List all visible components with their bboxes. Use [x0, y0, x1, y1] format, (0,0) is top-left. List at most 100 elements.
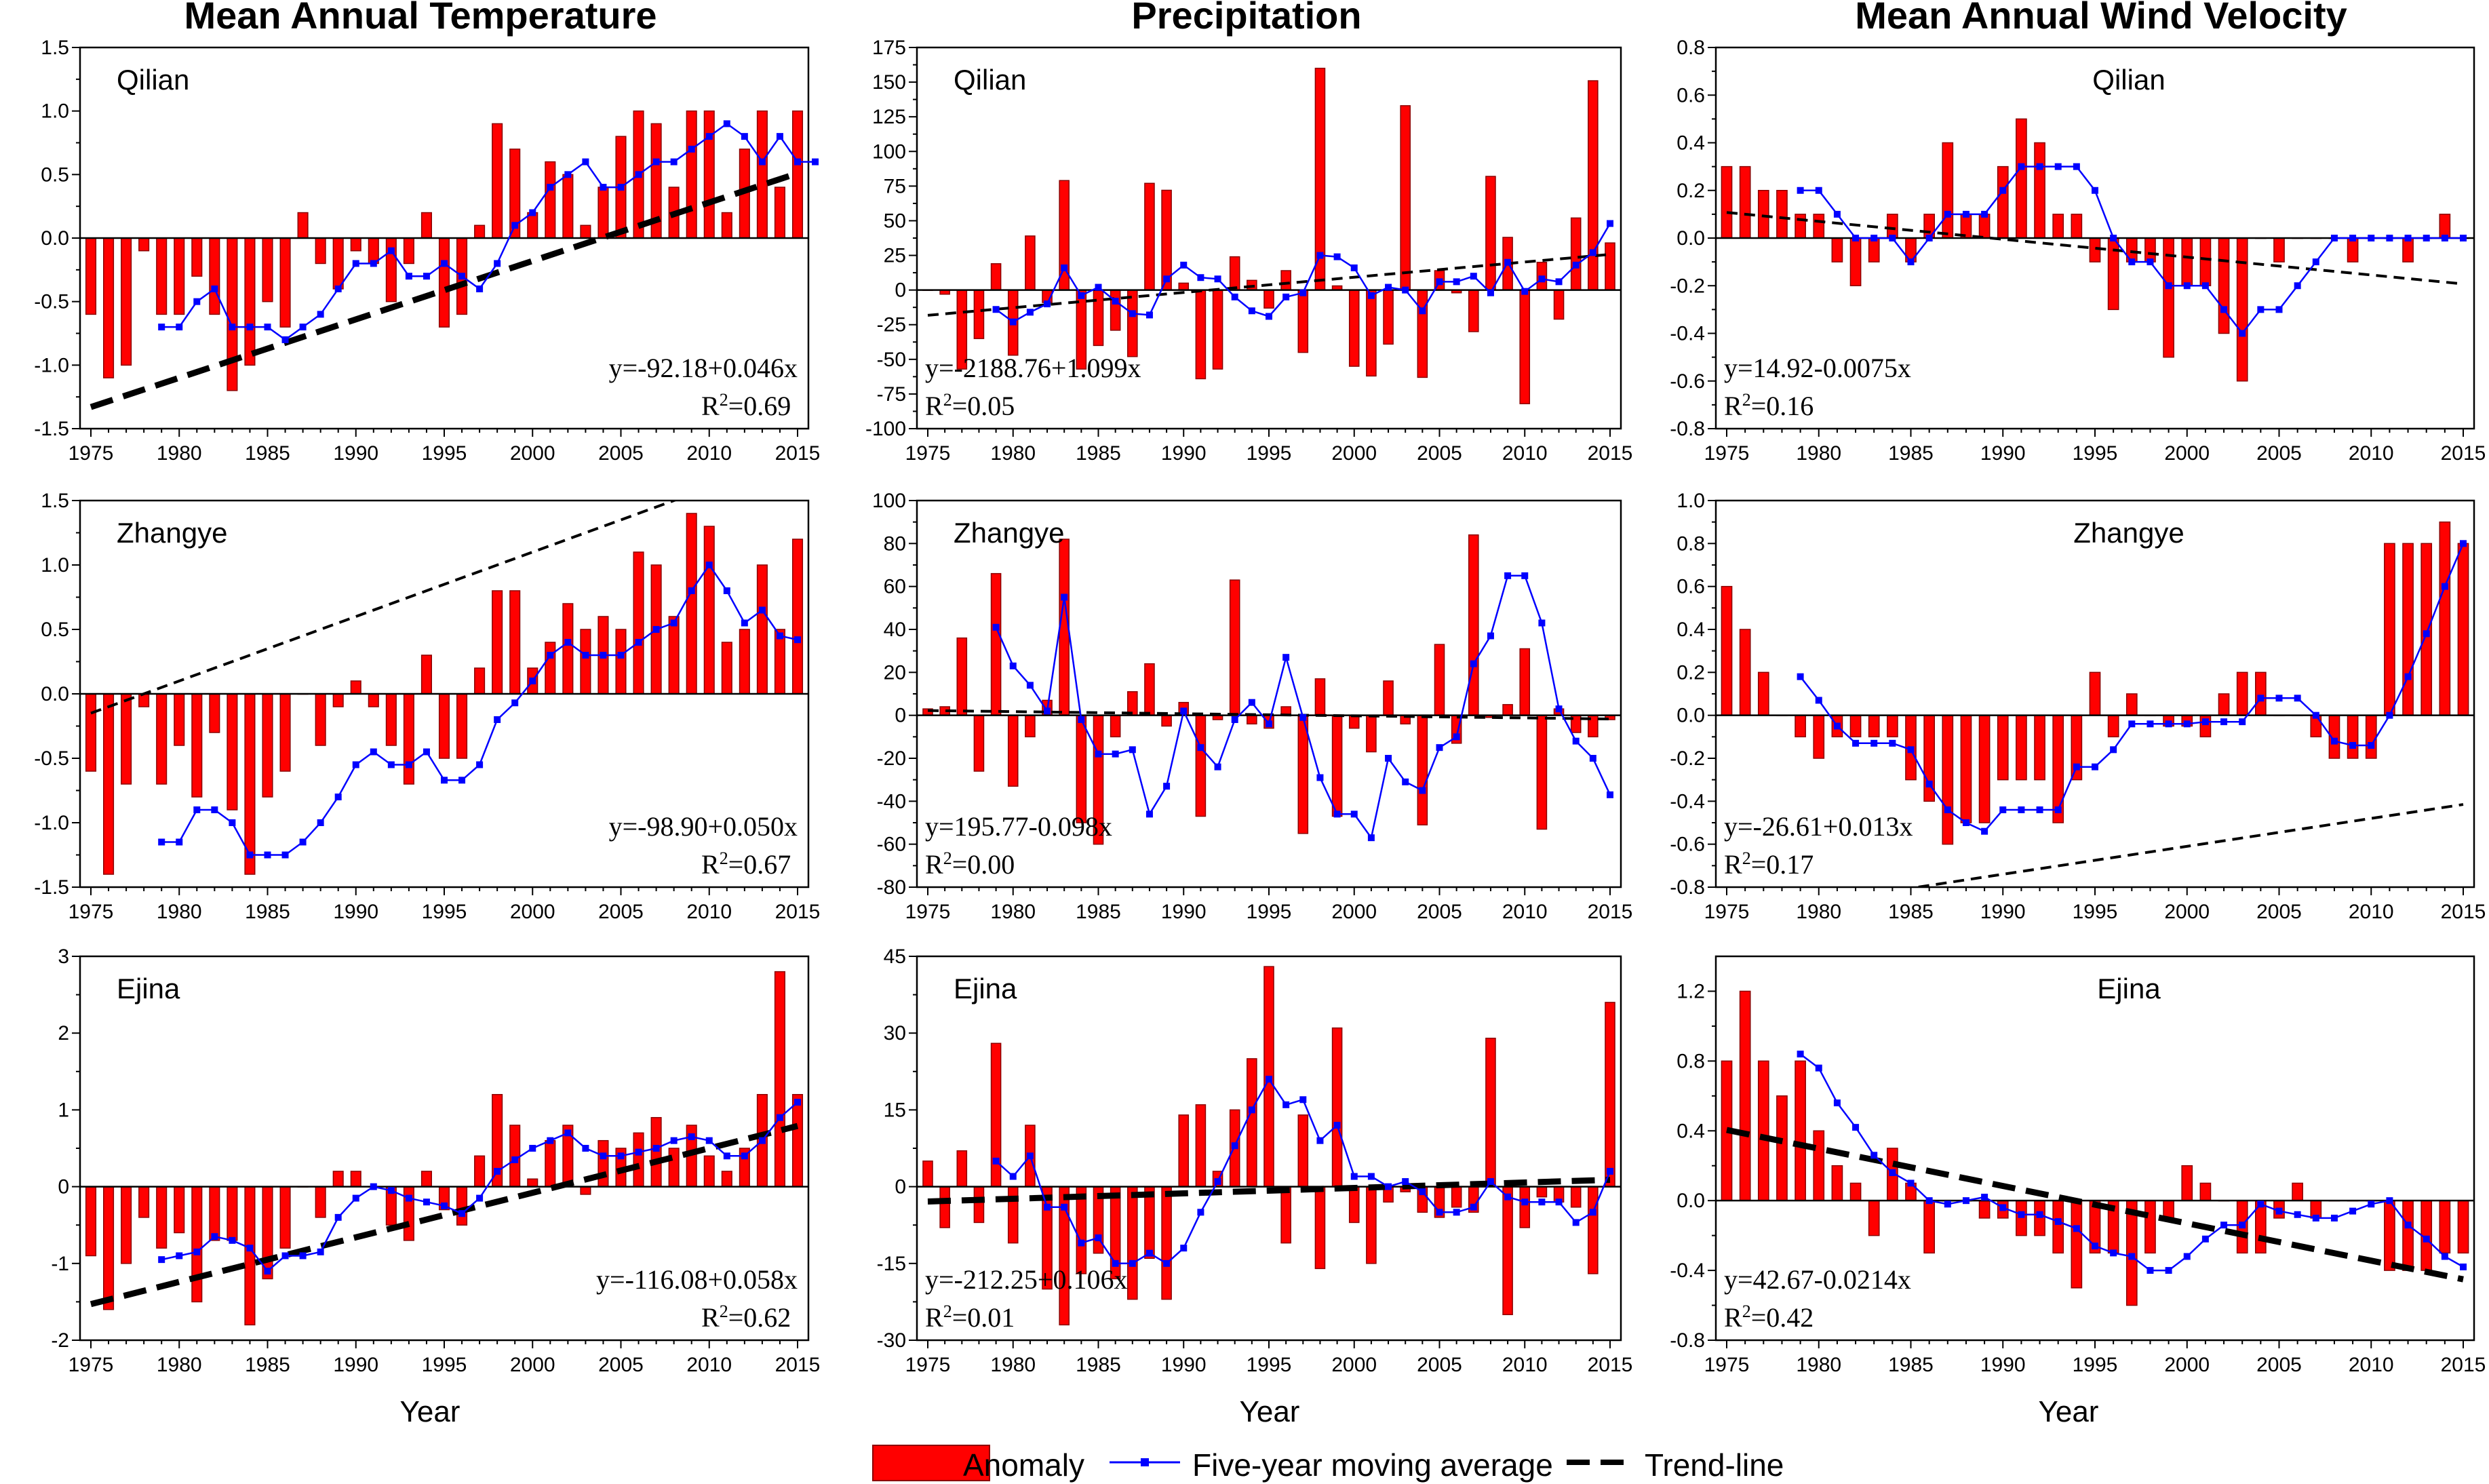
ma-point-1984 [1078, 1239, 1085, 1247]
ma-point-2003 [1402, 778, 1409, 785]
ma-point-2002 [1385, 755, 1392, 762]
ma-point-1979 [158, 838, 165, 846]
ma-point-2006 [1453, 278, 1460, 286]
y-tick-label: -100 [865, 418, 906, 440]
ma-point-2004 [1419, 1188, 1426, 1196]
r-squared-r: R [925, 1302, 943, 1333]
r-squared-exp: 2 [943, 848, 952, 868]
anomaly-bar-1986 [279, 693, 291, 772]
y-tick-label: -1.5 [34, 876, 69, 899]
ma-point-1982 [1044, 707, 1051, 715]
x-tick-label-2010: 2010 [1502, 1354, 1548, 1376]
anomaly-bar-2013 [1570, 1186, 1582, 1208]
anomaly-bar-1997 [474, 224, 486, 239]
y-tick-label: -15 [877, 1253, 906, 1275]
ma-point-1995 [2092, 763, 2098, 770]
anomaly-bar-2010 [1519, 1186, 1531, 1228]
ma-point-1984 [1889, 739, 1896, 747]
x-tick-label-1985: 1985 [245, 442, 290, 465]
r-squared-value: =0.01 [952, 1302, 1015, 1333]
trend-line [927, 1176, 1611, 1205]
ma-point-1981 [1833, 722, 1841, 730]
ma-point-2003 [2239, 718, 2246, 726]
ma-point-1998 [494, 260, 501, 267]
y-tick-label: -1 [51, 1253, 69, 1275]
ma-point-1989 [334, 1213, 342, 1221]
ma-point-2006 [1453, 1209, 1460, 1216]
y-tick-label: -40 [877, 790, 906, 813]
anomaly-bar-1977 [956, 1150, 968, 1188]
anomaly-bar-1980 [1007, 1186, 1019, 1244]
ma-point-2009 [688, 587, 695, 594]
ma-point-2001 [2201, 718, 2209, 726]
y-tick-label: 0.0 [41, 683, 69, 705]
x-tick-label-2005: 2005 [598, 1354, 644, 1376]
ma-point-2009 [2349, 235, 2357, 241]
ma-point-1999 [511, 1156, 519, 1163]
anomaly-bar-1999 [1331, 1027, 1343, 1188]
ma-point-1988 [1962, 210, 1969, 218]
ma-point-1983 [1061, 1203, 1068, 1211]
anomaly-bar-1987 [1127, 289, 1138, 357]
r-squared-exp: 2 [720, 848, 728, 868]
ma-point-1998 [1316, 774, 1324, 781]
r-squared-value: =0.17 [1751, 849, 1814, 880]
ma-point-1994 [423, 748, 430, 756]
anomaly-bar-1980 [174, 1186, 185, 1234]
x-tick-label-1995: 1995 [422, 442, 467, 465]
anomaly-bar-2003 [580, 629, 591, 695]
station-label: Qilian [954, 64, 1026, 96]
anomaly-bar-1990 [1178, 1114, 1190, 1188]
anomaly-bar-1977 [121, 693, 132, 785]
ma-point-2003 [2239, 1222, 2246, 1229]
ma-point-2015 [1607, 1167, 1613, 1175]
anomaly-bar-1989 [1978, 714, 1991, 823]
ma-point-1994 [2073, 1225, 2080, 1232]
anomaly-bar-1988 [1144, 663, 1155, 716]
anomaly-bar-1977 [1757, 190, 1769, 239]
panel-temp-ejina: -2 -1 0 1 2 3 1975 1980 1985 1990 1995 2000 2005 2010… [51, 945, 820, 1376]
ma-point-2006 [2294, 695, 2301, 702]
anomaly-bar-2006 [633, 551, 644, 695]
anomaly-bar-1978 [1776, 1095, 1788, 1201]
r-squared: R2=0.17 [1724, 848, 1814, 880]
anomaly-bar-1983 [1868, 1200, 1880, 1236]
r-squared-r: R [701, 391, 720, 421]
y-tick-label: 25 [884, 245, 906, 267]
ma-point-1980 [1815, 1064, 1822, 1072]
ma-point-1997 [476, 285, 484, 292]
y-tick-label: -1.5 [34, 418, 69, 440]
y-tick-label: 2 [58, 1022, 69, 1044]
regression-equation: y=-2188.76+1.099x [925, 353, 1141, 383]
anomaly-bar-2008 [1485, 176, 1496, 291]
station-label: Zhangye [954, 517, 1064, 549]
ma-point-2010 [1521, 288, 1529, 295]
x-tick-label-1975: 1975 [1704, 442, 1750, 465]
ma-point-2007 [1470, 1203, 1477, 1211]
anomaly-bar-2014 [2439, 521, 2451, 716]
ma-point-1980 [1815, 697, 1822, 704]
x-tick-label-1995: 1995 [422, 901, 467, 923]
x-tick-label-2005: 2005 [598, 901, 644, 923]
ma-point-1981 [1833, 210, 1841, 218]
anomaly-bar-1981 [1025, 714, 1036, 738]
anomaly-bar-1992 [385, 693, 397, 746]
ma-point-1988 [1962, 1197, 1969, 1205]
anomaly-bar-1985 [262, 1186, 273, 1280]
anomaly-bar-2001 [545, 642, 556, 695]
anomaly-bar-1999 [509, 590, 521, 695]
anomaly-bar-1986 [1110, 289, 1121, 331]
r-squared: R2=0.00 [925, 848, 1015, 880]
x-tick-label-1980: 1980 [990, 901, 1036, 923]
anomaly-bar-1998 [2144, 237, 2156, 262]
y-tick-label: 0 [895, 705, 906, 727]
anomaly-bar-1979 [1795, 714, 1806, 738]
ma-point-1984 [246, 1245, 254, 1252]
anomaly-bar-1993 [403, 1186, 414, 1241]
x-tick-label-1985: 1985 [1076, 901, 1121, 923]
x-tick-label-1990: 1990 [1980, 901, 2026, 923]
panel-wind-zhangye: -0.8 -0.6 -0.4 -0.2 0.0 0.2 0.4 0.6 0.8 1.0 1975 19… [1670, 490, 2486, 923]
ma-point-1984 [1889, 235, 1896, 241]
anomaly-bar-1981 [1025, 235, 1036, 291]
anomaly-bar-1979 [1795, 1060, 1806, 1201]
